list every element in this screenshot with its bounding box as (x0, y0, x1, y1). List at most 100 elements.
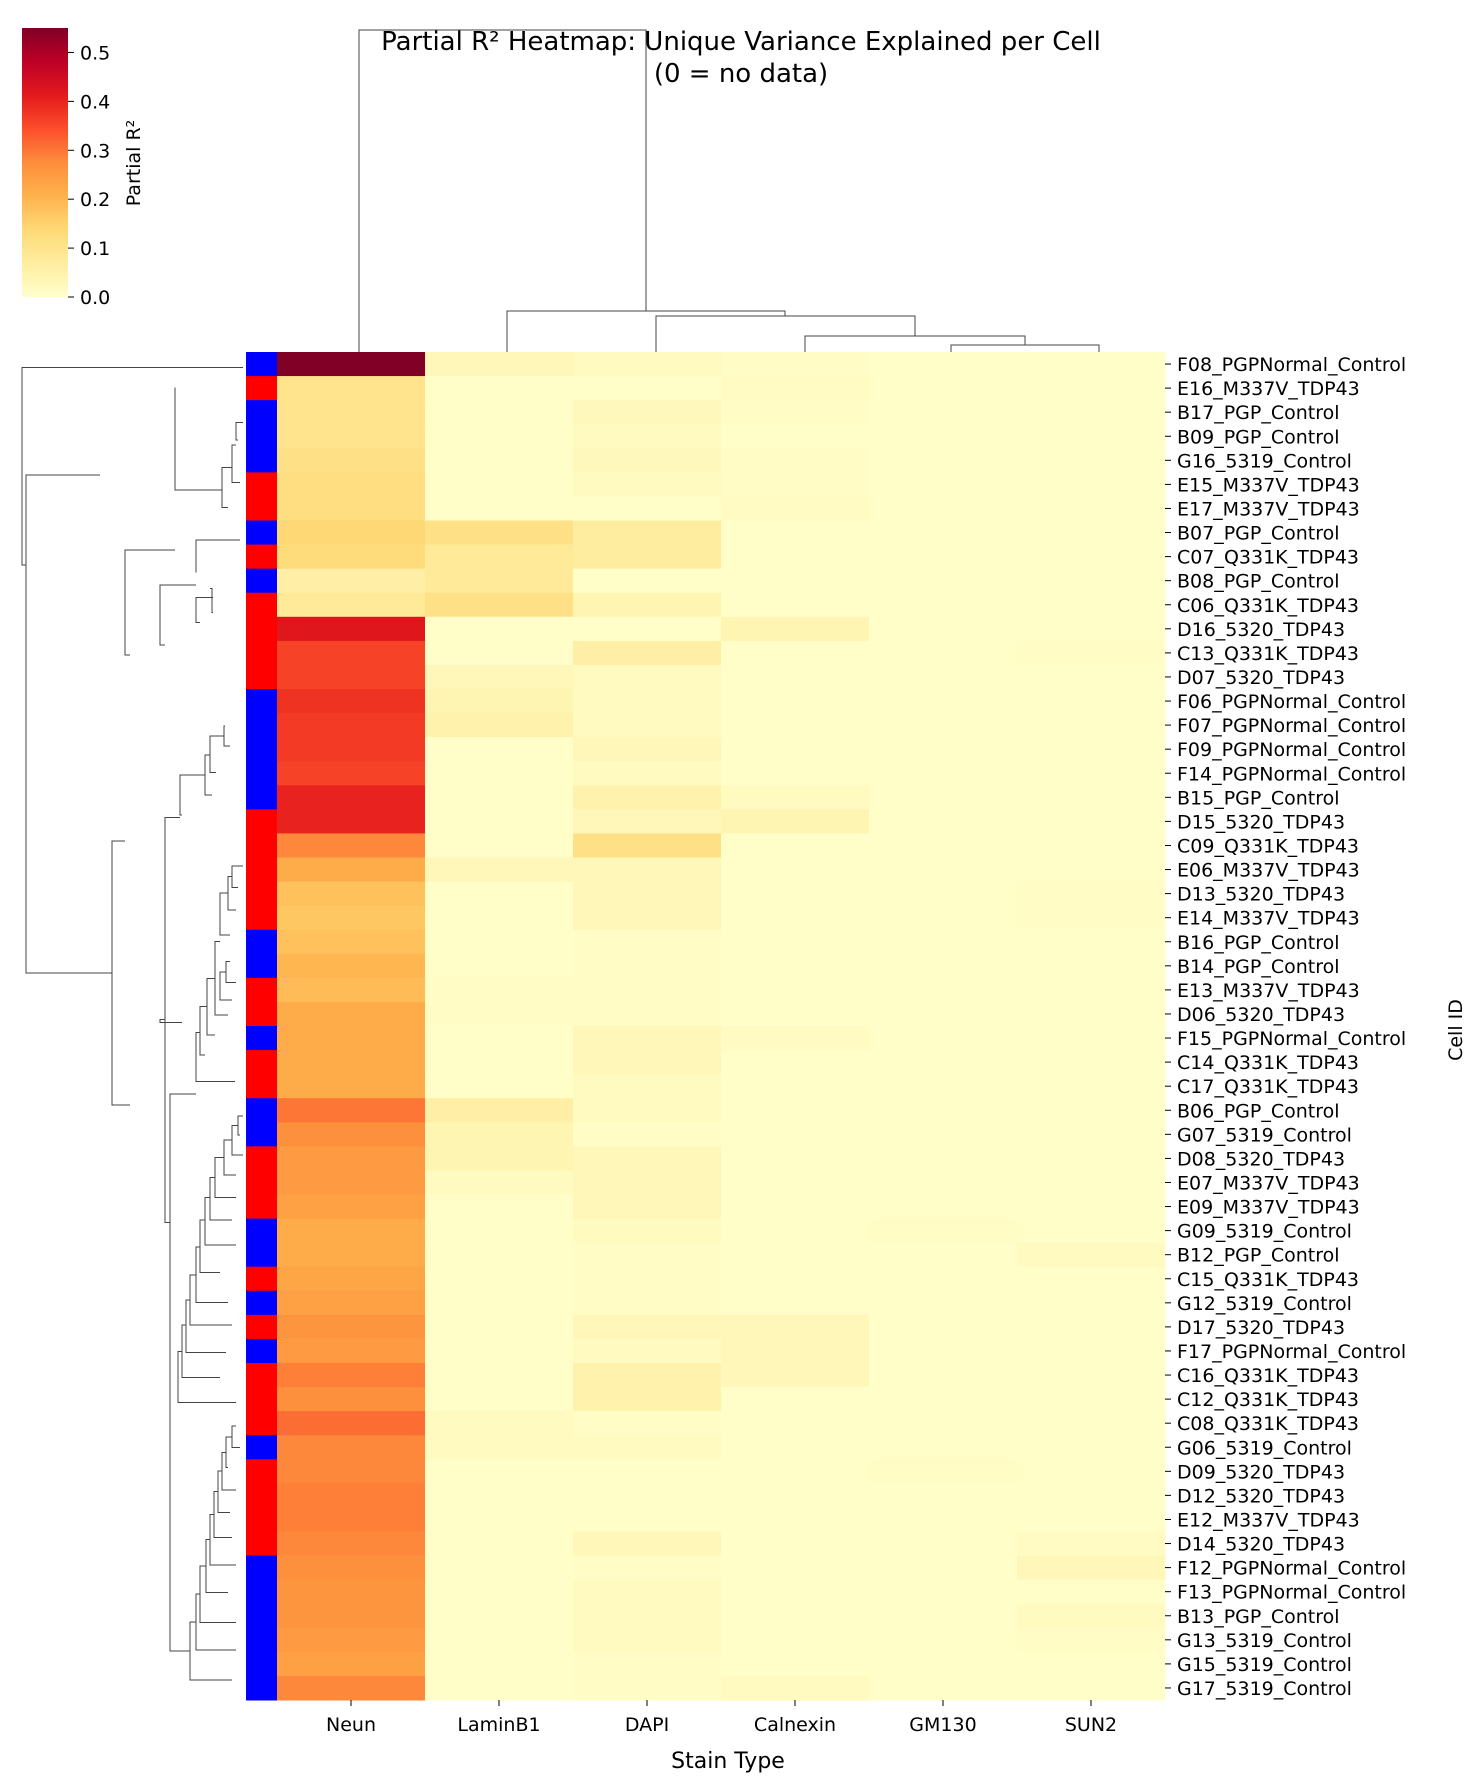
heatmap-cell (869, 1603, 1018, 1629)
heatmap-cell (1017, 833, 1166, 858)
heatmap-cell (277, 1194, 426, 1220)
row-label: C06_Q331K_TDP43 (1177, 595, 1359, 617)
row-dendrogram-branch (199, 1565, 236, 1623)
heatmap-cell (869, 1290, 1018, 1316)
row-dendrogram-branch (199, 1219, 220, 1273)
row-group-color (246, 1074, 277, 1099)
row-label: D13_5320_TDP43 (1177, 884, 1345, 906)
heatmap-cell (277, 833, 426, 858)
title-group: Partial R² Heatmap: Unique Variance Expl… (381, 27, 1101, 89)
heatmap-cell (277, 1218, 426, 1244)
heatmap-cell (721, 1483, 870, 1508)
heatmap-cell (277, 1387, 426, 1412)
row-group-color (246, 929, 277, 955)
heatmap-cell (721, 544, 870, 570)
heatmap-cell (425, 1242, 574, 1268)
column-dendrogram (358, 29, 1100, 352)
row-label: B07_PGP_Control (1177, 523, 1340, 545)
row-label: C09_Q331K_TDP43 (1177, 835, 1359, 857)
heatmap-cell (425, 1266, 574, 1292)
heatmap-cell (721, 929, 870, 955)
row-label: F12_PGPNormal_Control (1177, 1558, 1406, 1580)
heatmap-cell (869, 424, 1018, 449)
row-dendrogram-branch (181, 1324, 220, 1378)
heatmap-cell (1017, 352, 1166, 377)
heatmap-cell (425, 1122, 574, 1147)
heatmap-cell (425, 1074, 574, 1099)
row-group-color (246, 472, 277, 497)
heatmap-cell (869, 376, 1018, 401)
row-dendrogram-branch (111, 840, 130, 1106)
row-label: F06_PGPNormal_Control (1177, 691, 1406, 713)
row-group-color (246, 496, 277, 521)
heatmap-cell (1017, 1579, 1166, 1605)
heatmap-cell (1017, 713, 1166, 738)
row-group-color (246, 1218, 277, 1244)
row-dendrogram-branch (174, 387, 222, 491)
heatmap-cell (869, 1435, 1018, 1460)
row-dendrogram-branch (237, 1115, 243, 1136)
heatmap-cell (277, 1675, 426, 1701)
heatmap-cell (721, 1627, 870, 1653)
row-dendrogram-branch (223, 725, 230, 747)
row-label: B13_PGP_Control (1177, 1606, 1340, 1628)
row-label: C17_Q331K_TDP43 (1177, 1076, 1359, 1098)
heatmap-cell (869, 1579, 1018, 1605)
heatmap-cell (573, 1435, 722, 1460)
heatmap-cell (869, 1651, 1018, 1677)
row-label: B17_PGP_Control (1177, 402, 1340, 424)
row-dendrogram (21, 367, 243, 1681)
x-axis-title: Stain Type (671, 1749, 785, 1774)
heatmap-cell (721, 1290, 870, 1316)
column-label: DAPI (625, 1714, 669, 1736)
row-label: G13_5319_Control (1177, 1630, 1352, 1652)
heatmap-cell (277, 737, 426, 762)
heatmap-cell (573, 1122, 722, 1147)
row-label: C07_Q331K_TDP43 (1177, 547, 1359, 569)
heatmap-cell (721, 1122, 870, 1147)
row-dendrogram-branch (159, 584, 196, 646)
heatmap-cell (277, 1363, 426, 1388)
heatmap-cell (869, 1122, 1018, 1147)
heatmap-cell (277, 1531, 426, 1557)
heatmap-cell (573, 1651, 722, 1677)
heatmap-cell (277, 616, 426, 642)
y-axis-title: Cell ID (1445, 999, 1467, 1061)
heatmap-cell (425, 809, 574, 834)
heatmap-cell (277, 713, 426, 738)
heatmap-cell (277, 1555, 426, 1581)
heatmap-cell (1017, 1098, 1166, 1123)
row-dendrogram-branch (195, 1246, 228, 1303)
heatmap-cell (277, 664, 426, 690)
heatmap-cell (573, 809, 722, 834)
heatmap-cell (721, 1170, 870, 1195)
heatmap-cell (721, 448, 870, 473)
heatmap-cell (277, 1001, 426, 1027)
heatmap-cell (869, 640, 1018, 666)
heatmap-cell (869, 857, 1018, 883)
row-dendrogram-branch (209, 1177, 232, 1221)
row-label: F15_PGPNormal_Control (1177, 1028, 1406, 1050)
heatmap-cell (425, 905, 574, 931)
heatmap-cell (277, 472, 426, 497)
heatmap-cell (277, 1338, 426, 1364)
heatmap-cell (721, 1026, 870, 1051)
row-group-color (246, 1170, 277, 1195)
heatmap-cell (573, 1387, 722, 1412)
row-dendrogram-branch (219, 971, 232, 1001)
heatmap-cell (869, 761, 1018, 786)
heatmap-cell (1017, 400, 1166, 425)
row-label: E16_M337V_TDP43 (1177, 378, 1360, 400)
heatmap-cell (1017, 664, 1166, 690)
heatmap-cell (573, 1363, 722, 1388)
heatmap-cell (1017, 1338, 1166, 1364)
row-label: G16_5319_Control (1177, 450, 1352, 472)
row-group-color (246, 640, 277, 666)
column-labels: Neun LaminB1 DAPI Calnexin GM130 SUN2 (326, 1700, 1117, 1736)
heatmap-cell (869, 1627, 1018, 1653)
heatmap-cell (721, 1459, 870, 1484)
row-label: F07_PGPNormal_Control (1177, 715, 1406, 737)
heatmap-cell (425, 737, 574, 762)
heatmap-cell (425, 761, 574, 786)
heatmap-cell (869, 809, 1018, 834)
